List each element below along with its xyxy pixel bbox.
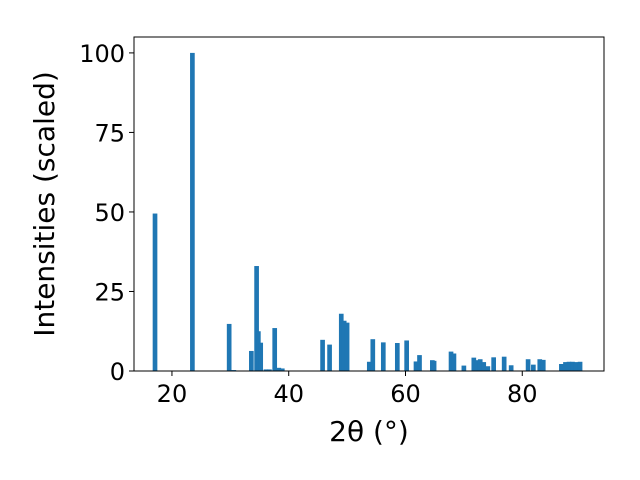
y-axis: 0 25 50 75 100 bbox=[79, 40, 134, 386]
y-tick-label: 75 bbox=[94, 119, 125, 147]
bar bbox=[559, 364, 564, 371]
bar bbox=[501, 356, 507, 371]
bar bbox=[272, 328, 278, 371]
bar bbox=[404, 340, 409, 371]
bar bbox=[531, 364, 536, 371]
bar bbox=[477, 359, 483, 371]
y-axis-label: Intensities (scaled) bbox=[28, 71, 61, 337]
bar bbox=[341, 320, 347, 371]
y-tick-label: 100 bbox=[79, 40, 125, 68]
y-tick-label: 0 bbox=[110, 358, 125, 386]
x-axis-label: 2θ (°) bbox=[329, 415, 409, 448]
bar bbox=[481, 362, 487, 371]
x-axis: 20 40 60 80 bbox=[157, 371, 538, 408]
y-tick-label: 25 bbox=[94, 278, 125, 306]
plot-frame bbox=[133, 36, 605, 372]
bar bbox=[338, 313, 344, 371]
bar bbox=[258, 342, 264, 371]
bar bbox=[256, 331, 261, 371]
bar bbox=[327, 344, 332, 371]
x-tick-label: 20 bbox=[157, 380, 188, 408]
bars-group bbox=[152, 52, 583, 372]
bar bbox=[471, 357, 477, 371]
bar bbox=[431, 360, 437, 371]
bar bbox=[344, 322, 350, 371]
y-tick-label: 50 bbox=[94, 199, 125, 227]
bar bbox=[413, 361, 419, 371]
bar bbox=[279, 368, 285, 371]
bar bbox=[485, 366, 491, 371]
bar bbox=[417, 355, 422, 371]
bar bbox=[249, 350, 254, 371]
bar bbox=[254, 266, 259, 371]
bar bbox=[320, 339, 325, 371]
x-tick-label: 60 bbox=[390, 380, 421, 408]
bar bbox=[451, 353, 457, 371]
bar bbox=[491, 357, 496, 371]
bar bbox=[370, 339, 376, 371]
bar bbox=[537, 359, 543, 371]
x-tick-label: 80 bbox=[507, 380, 538, 408]
bar bbox=[461, 365, 467, 371]
bar bbox=[380, 342, 386, 371]
bar bbox=[276, 367, 282, 371]
bar bbox=[577, 361, 583, 371]
bar bbox=[570, 361, 575, 371]
bar bbox=[525, 359, 531, 371]
bar bbox=[366, 361, 372, 371]
bar bbox=[152, 213, 158, 371]
bar bbox=[540, 359, 546, 371]
bar bbox=[190, 52, 195, 372]
bar bbox=[508, 365, 514, 371]
bar bbox=[474, 360, 480, 371]
bar bbox=[563, 362, 568, 371]
bar bbox=[394, 343, 400, 371]
bar bbox=[566, 361, 572, 371]
bar bbox=[448, 351, 454, 371]
bar bbox=[267, 369, 272, 371]
x-tick-label: 40 bbox=[273, 380, 304, 408]
bar bbox=[263, 369, 269, 371]
bar bbox=[226, 323, 232, 371]
bar bbox=[573, 362, 579, 371]
